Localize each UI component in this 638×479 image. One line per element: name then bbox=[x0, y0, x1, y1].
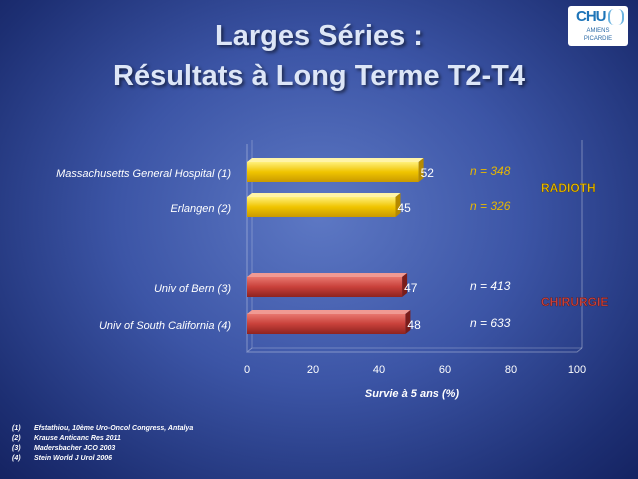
logo-line-2: PICARDIE bbox=[583, 36, 613, 42]
bar-value-label: 45 bbox=[398, 201, 412, 215]
reference-number: (1) bbox=[12, 425, 21, 432]
category-label: Univ of South California (4) bbox=[99, 320, 231, 332]
bar-end-face bbox=[395, 193, 401, 217]
group-label-radioth: RADIOTH bbox=[541, 181, 596, 195]
bar bbox=[247, 197, 396, 217]
bar-top-face bbox=[247, 193, 401, 197]
category-label: Univ of Bern (3) bbox=[154, 283, 231, 295]
reference-number: (4) bbox=[12, 455, 21, 462]
title-line-1: Larges Séries : bbox=[215, 20, 423, 52]
bar-value-label: 48 bbox=[407, 318, 421, 332]
sample-size-label: n = 413 bbox=[470, 279, 511, 293]
bar-top-face bbox=[247, 158, 424, 162]
reference-text: Efstathiou, 10ème Uro-Oncol Congress, An… bbox=[34, 425, 194, 432]
x-tick-label: 40 bbox=[373, 364, 385, 376]
reference-text: Krause Anticanc Res 2011 bbox=[34, 435, 121, 442]
category-label: Massachusetts General Hospital (1) bbox=[56, 168, 231, 180]
bar-end-face bbox=[418, 158, 424, 182]
title-line-2: Résultats à Long Terme T2-T4 bbox=[113, 60, 525, 92]
bar bbox=[247, 162, 419, 182]
x-tick-label: 60 bbox=[439, 364, 451, 376]
x-tick-label: 0 bbox=[244, 364, 250, 376]
bar-top-face bbox=[247, 310, 411, 314]
logo-main-text: CHU bbox=[576, 8, 606, 25]
bar-top-face bbox=[247, 273, 408, 277]
bar-value-label: 47 bbox=[404, 281, 418, 295]
sample-size-label: n = 348 bbox=[470, 164, 511, 178]
bar-value-label: 52 bbox=[421, 166, 435, 180]
logo-line-1: AMIENS bbox=[586, 28, 610, 34]
x-tick-label: 80 bbox=[505, 364, 517, 376]
category-label: Erlangen (2) bbox=[170, 203, 231, 215]
bar-end-face bbox=[402, 273, 408, 297]
sample-size-label: n = 326 bbox=[470, 199, 511, 213]
x-axis-label: Survie à 5 ans (%) bbox=[365, 388, 459, 400]
dna-icon bbox=[608, 9, 624, 25]
reference-number: (3) bbox=[12, 445, 21, 452]
chu-logo: CHU AMIENS PICARDIE bbox=[568, 6, 628, 46]
bar bbox=[247, 314, 406, 334]
reference-number: (2) bbox=[12, 435, 21, 442]
x-tick-label: 100 bbox=[568, 364, 586, 376]
bar-end-face bbox=[405, 310, 411, 334]
sample-size-label: n = 633 bbox=[470, 316, 511, 330]
bar bbox=[247, 277, 403, 297]
group-label-chirurgie: CHIRURGIE bbox=[541, 295, 608, 309]
x-tick-label: 20 bbox=[307, 364, 319, 376]
reference-text: Stein World J Urol 2006 bbox=[34, 455, 113, 462]
reference-text: Madersbacher JCO 2003 bbox=[34, 445, 116, 452]
